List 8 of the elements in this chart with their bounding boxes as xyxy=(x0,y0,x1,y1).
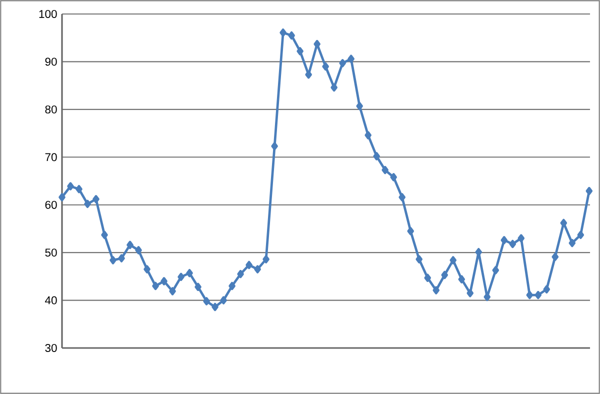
y-tick-label: 60 xyxy=(45,200,57,209)
y-tick-label: 90 xyxy=(45,58,57,66)
y-tick-label: 100 xyxy=(39,10,57,18)
y-tick-label: 70 xyxy=(45,153,57,162)
y-tick-label: 80 xyxy=(45,105,57,114)
y-tick-label: 30 xyxy=(45,344,57,352)
y-tick-label: 50 xyxy=(45,248,57,257)
y-tick-label: 40 xyxy=(45,296,57,304)
